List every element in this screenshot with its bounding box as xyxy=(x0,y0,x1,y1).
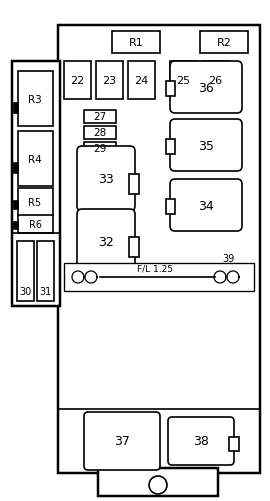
Text: R2: R2 xyxy=(217,38,231,48)
Text: 30: 30 xyxy=(19,287,32,297)
FancyBboxPatch shape xyxy=(170,62,242,114)
Text: 33: 33 xyxy=(98,173,114,186)
Text: 24: 24 xyxy=(134,76,149,86)
Text: 25: 25 xyxy=(176,76,191,86)
Text: 26: 26 xyxy=(208,76,222,86)
Bar xyxy=(12,62,60,307)
Text: 32: 32 xyxy=(98,235,114,248)
Bar xyxy=(112,32,160,54)
Bar xyxy=(64,264,254,292)
Text: 38: 38 xyxy=(193,435,209,447)
Text: R4: R4 xyxy=(28,155,42,165)
Bar xyxy=(14,164,18,174)
Text: R3: R3 xyxy=(28,95,42,105)
Bar xyxy=(18,188,53,216)
Bar xyxy=(200,32,248,54)
Bar xyxy=(14,104,18,114)
Text: R6: R6 xyxy=(29,219,42,229)
Text: 29: 29 xyxy=(93,144,107,154)
Bar xyxy=(129,237,139,258)
Bar xyxy=(14,222,18,229)
Bar xyxy=(18,132,53,187)
Text: 36: 36 xyxy=(198,81,214,94)
Bar xyxy=(166,140,175,155)
Bar xyxy=(202,62,229,100)
Bar xyxy=(84,143,116,156)
Bar xyxy=(229,437,239,451)
FancyBboxPatch shape xyxy=(170,120,242,172)
Bar xyxy=(84,127,116,140)
Text: R1: R1 xyxy=(129,38,143,48)
Bar xyxy=(84,111,116,124)
Bar xyxy=(64,62,91,100)
Bar xyxy=(166,199,175,214)
Text: 35: 35 xyxy=(198,139,214,152)
Text: F/L 1.25: F/L 1.25 xyxy=(137,264,173,273)
Text: 37: 37 xyxy=(114,435,130,447)
Text: 27: 27 xyxy=(93,112,107,122)
FancyBboxPatch shape xyxy=(170,180,242,231)
Bar xyxy=(18,72,53,127)
Text: 28: 28 xyxy=(93,128,107,138)
Bar xyxy=(14,201,18,209)
Text: 39: 39 xyxy=(222,254,234,264)
Bar xyxy=(129,175,139,194)
Text: 22: 22 xyxy=(70,76,85,86)
Bar xyxy=(96,62,123,100)
Bar xyxy=(170,62,197,100)
Text: R5: R5 xyxy=(28,197,42,207)
Text: 31: 31 xyxy=(39,287,52,297)
Bar xyxy=(128,62,155,100)
FancyBboxPatch shape xyxy=(84,412,160,470)
FancyBboxPatch shape xyxy=(77,209,135,275)
Text: 34: 34 xyxy=(198,199,214,212)
Text: 23: 23 xyxy=(102,76,117,86)
Bar xyxy=(98,468,218,496)
Bar xyxy=(58,26,260,473)
Bar xyxy=(37,241,54,302)
FancyBboxPatch shape xyxy=(168,417,234,465)
Bar xyxy=(18,215,53,233)
FancyBboxPatch shape xyxy=(77,147,135,211)
Bar xyxy=(17,241,34,302)
Circle shape xyxy=(149,476,167,494)
Bar xyxy=(166,82,175,97)
